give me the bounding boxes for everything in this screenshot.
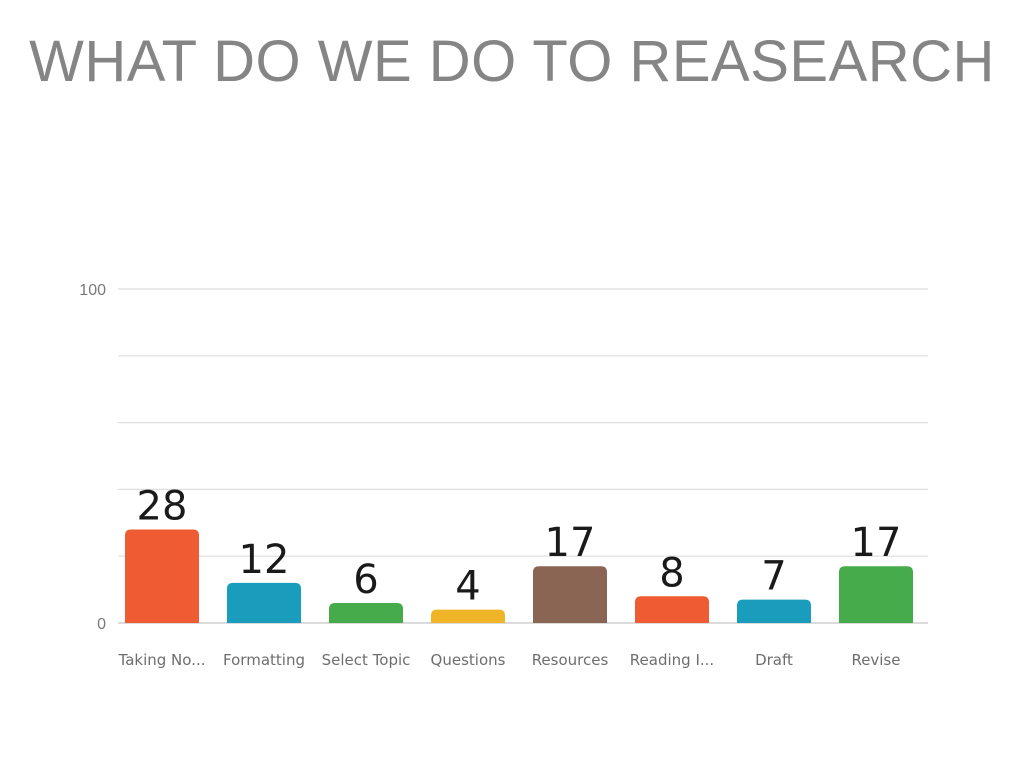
bars (125, 529, 913, 623)
x-tick-label: Draft (755, 651, 793, 669)
data-label: 17 (851, 520, 902, 566)
category-labels: Taking No... Formatting Select Topic Questi… (118, 651, 901, 669)
x-tick-label: Select Topic (322, 651, 411, 669)
bar (125, 529, 199, 623)
x-tick-label: Questions (431, 651, 506, 669)
y-tick-label: 100 (79, 282, 106, 299)
bar (533, 566, 607, 623)
y-tick-label: 0 (97, 616, 106, 633)
bar (329, 602, 403, 623)
data-label: 4 (455, 564, 480, 610)
bar (431, 609, 505, 623)
x-tick-label: Revise (851, 651, 900, 669)
x-tick-label: Formatting (223, 651, 305, 669)
bar (839, 566, 913, 623)
value-labels: 28 12 6 4 17 8 7 17 (137, 483, 902, 609)
x-tick-label: Taking No... (118, 651, 206, 669)
bar (635, 596, 709, 623)
x-tick-label: Resources (532, 651, 609, 669)
data-label: 7 (761, 554, 786, 600)
bar (737, 599, 811, 623)
data-label: 6 (353, 557, 378, 603)
bar (227, 582, 301, 623)
data-label: 8 (659, 550, 684, 596)
data-label: 12 (239, 537, 290, 583)
data-label: 17 (545, 520, 596, 566)
slide-title: WHAT DO WE DO TO REASEARCH (29, 29, 995, 94)
x-tick-label: Reading I... (630, 651, 714, 669)
data-label: 28 (137, 483, 188, 529)
y-axis-ticks: 0 100 (79, 282, 106, 633)
